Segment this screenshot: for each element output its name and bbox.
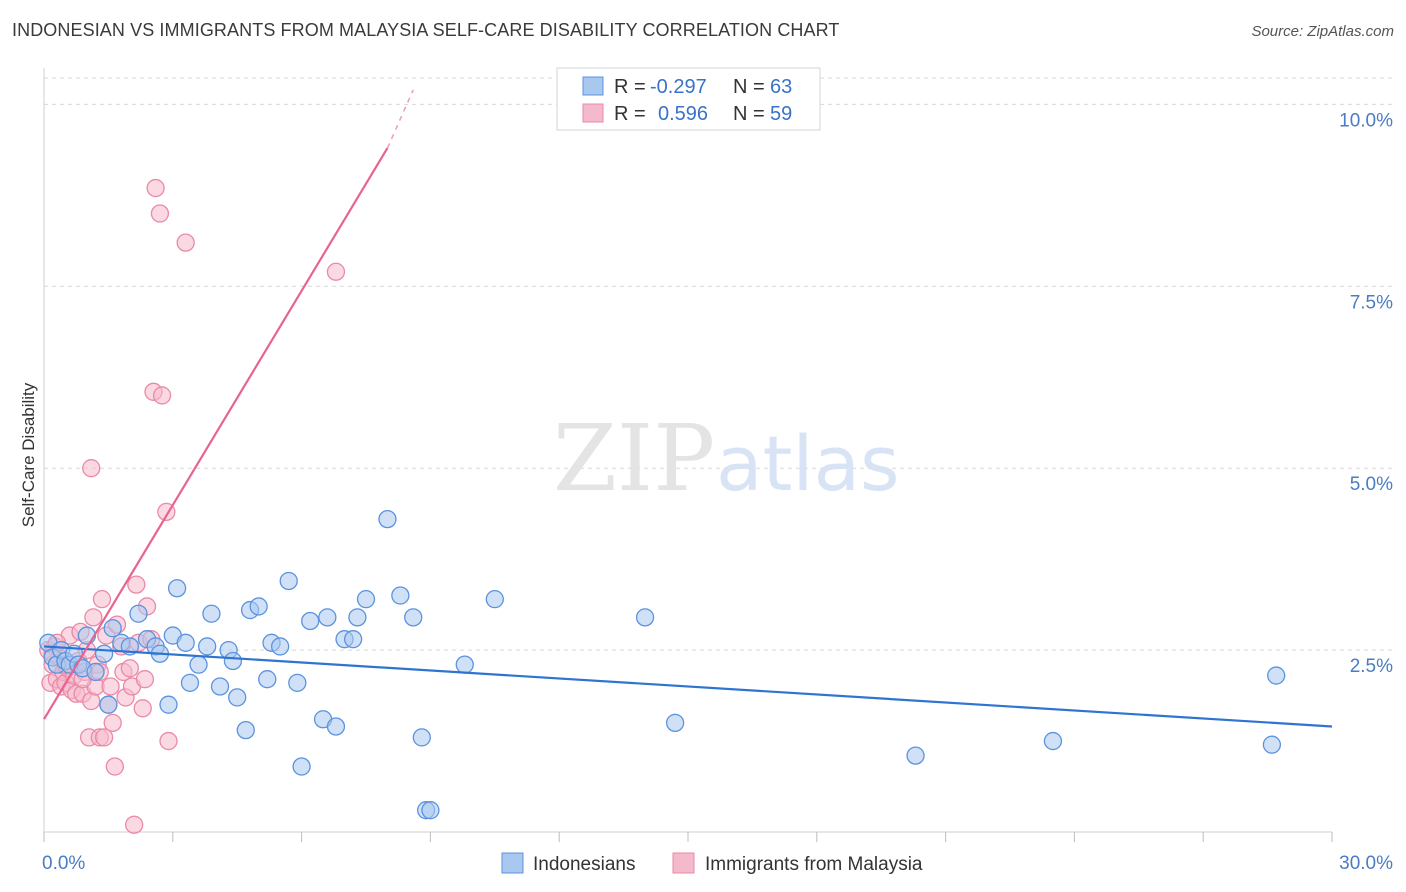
bottom-legend-label-indonesians: Indonesians (533, 854, 635, 875)
legend-swatch-blue (582, 76, 604, 96)
malaysia-point-50 (159, 731, 178, 751)
indonesians-point-44 (326, 717, 346, 736)
malaysia-point-52 (82, 459, 101, 478)
indonesians-point-55 (455, 655, 474, 674)
indonesians-point-49 (378, 509, 397, 529)
x-ticks (43, 832, 1333, 842)
indonesians-point-10 (86, 662, 105, 682)
indonesians-point-9 (77, 626, 97, 645)
legend-r-value-blue: -0.297 (650, 76, 707, 98)
indonesians-point-47 (348, 608, 367, 627)
trendline-malaysia-extension (386, 89, 414, 149)
y-tick-label-0: 2.5% (1350, 656, 1393, 677)
bottom-legend-label-malaysia: Immigrants from Malaysia (705, 854, 923, 875)
indonesians-point-16 (129, 604, 148, 623)
indonesians-point-56 (485, 590, 504, 609)
malaysia-point-29 (101, 677, 120, 696)
malaysia-point-46 (146, 178, 165, 198)
malaysia-point-31 (105, 757, 124, 776)
indonesians-point-51 (404, 608, 423, 627)
malaysia-point-30 (103, 713, 122, 733)
malaysia-point-53 (326, 262, 346, 281)
y-axis-title: Self-Care Disability (19, 382, 38, 527)
malaysia-point-41 (133, 699, 152, 718)
indonesians-point-28 (210, 677, 230, 696)
bottom-legend-swatch-blue (501, 852, 524, 874)
indonesians-point-61 (1262, 735, 1282, 754)
trendline-malaysia (43, 147, 389, 720)
indonesians-point-39 (288, 673, 307, 692)
series-indonesians (39, 509, 1286, 820)
y-tick-label-1: 5.0% (1350, 474, 1393, 495)
y-tick-labels: 2.5% 5.0% 7.5% 10.0% (1339, 110, 1393, 677)
indonesians-point-60 (1043, 731, 1063, 751)
indonesians-point-59 (906, 746, 925, 765)
indonesians-point-23 (176, 633, 195, 652)
malaysia-point-39 (127, 575, 146, 594)
malaysia-point-48 (152, 386, 172, 405)
trendline-indonesians (43, 645, 1333, 728)
trendlines (43, 89, 1333, 728)
indonesians-point-58 (665, 713, 685, 733)
indonesians-point-37 (270, 637, 290, 656)
indonesians-point-43 (318, 608, 337, 627)
indonesians-point-32 (236, 720, 255, 740)
malaysia-point-36 (120, 659, 140, 678)
malaysia-point-38 (125, 815, 144, 834)
watermark-zip: ZIP (553, 405, 715, 512)
indonesians-point-41 (301, 611, 320, 631)
bottom-legend-swatch-pink (672, 852, 695, 874)
legend-n-value-pink: 59 (770, 103, 792, 125)
indonesians-point-48 (356, 590, 376, 609)
indonesians-point-31 (228, 688, 247, 707)
indonesians-point-11 (94, 644, 114, 663)
indonesians-point-25 (189, 655, 208, 674)
gridlines (44, 77, 1392, 651)
legend-swatch-pink (582, 103, 604, 123)
indonesians-point-62 (1267, 666, 1286, 685)
watermark: ZIP atlas (553, 405, 900, 512)
malaysia-point-42 (135, 670, 155, 689)
chart-title: INDONESIAN VS IMMIGRANTS FROM MALAYSIA S… (12, 20, 840, 40)
legend-r-label-pink: R = (614, 103, 646, 125)
indonesians-point-30 (223, 651, 243, 671)
malaysia-point-21 (84, 608, 103, 627)
indonesians-point-22 (167, 579, 187, 598)
legend-r-value-pink: 0.596 (658, 103, 708, 125)
indonesians-point-12 (99, 695, 118, 714)
indonesians-point-13 (103, 619, 122, 638)
indonesians-point-54 (421, 801, 440, 820)
correlation-legend: R = -0.297 N = 63 R = 0.596 N = 59 (556, 67, 821, 131)
legend-r-label-blue: R = (614, 76, 646, 98)
legend-n-value-blue: 63 (770, 76, 792, 98)
y-tick-label-3: 10.0% (1339, 110, 1393, 131)
malaysia-point-51 (176, 233, 195, 252)
indonesians-point-40 (292, 757, 311, 776)
legend-n-label-pink: N = (733, 103, 765, 125)
indonesians-point-35 (258, 670, 277, 689)
series-immigrants-from-malaysia (39, 178, 346, 834)
x-tick-label-max: 30.0% (1339, 853, 1393, 874)
indonesians-point-20 (159, 695, 178, 714)
indonesians-point-34 (249, 597, 268, 616)
indonesians-point-38 (279, 571, 298, 591)
indonesians-point-24 (180, 673, 200, 692)
series-legend: Indonesians Immigrants from Malaysia (501, 852, 923, 875)
x-tick-label-min: 0.0% (42, 853, 85, 874)
malaysia-point-47 (150, 204, 170, 223)
y-tick-label-2: 7.5% (1350, 292, 1393, 313)
indonesians-point-27 (202, 604, 221, 623)
source-credit: Source: ZipAtlas.com (1251, 23, 1394, 40)
watermark-atlas: atlas (716, 419, 900, 508)
indonesians-point-52 (412, 728, 431, 747)
malaysia-point-25 (92, 590, 112, 609)
indonesians-point-46 (343, 630, 363, 649)
indonesians-point-26 (197, 637, 217, 656)
indonesians-point-57 (635, 608, 655, 627)
legend-n-label-blue: N = (733, 76, 765, 98)
indonesians-point-50 (391, 586, 410, 605)
malaysia-point-26 (94, 728, 114, 747)
